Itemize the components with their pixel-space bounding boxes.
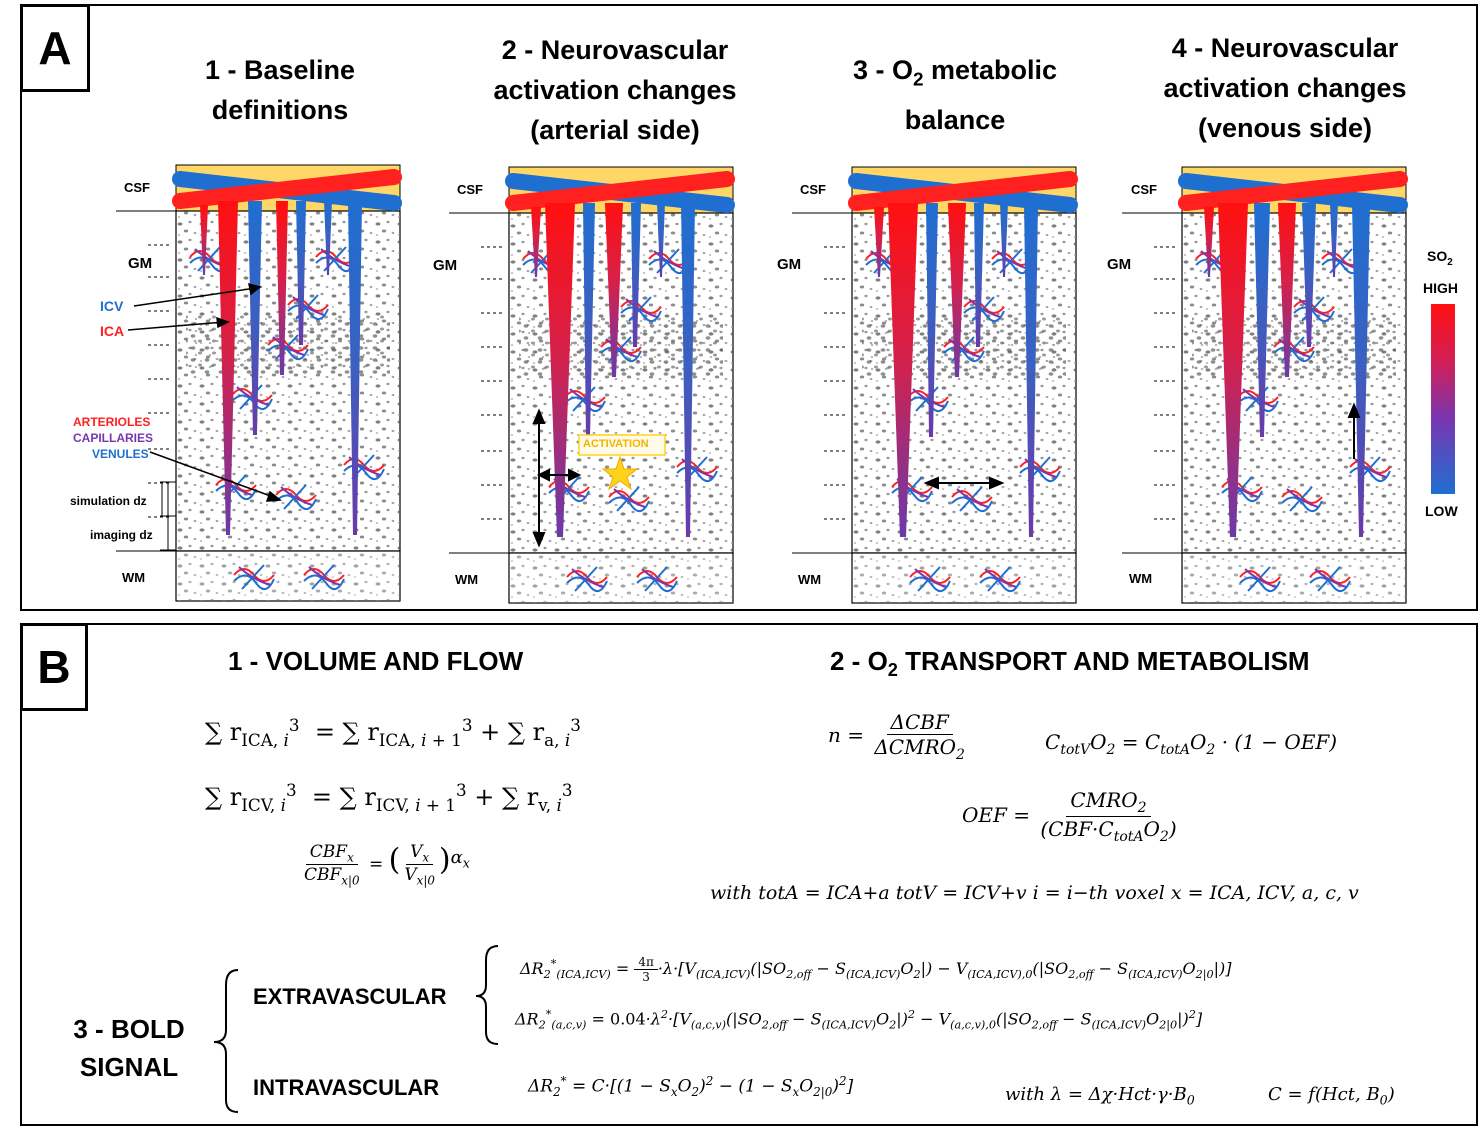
label-wm: WM	[455, 572, 479, 587]
column-arterial	[449, 167, 733, 603]
column-baseline	[116, 165, 400, 601]
header-bold-signal: 3 - BOLD SIGNAL	[73, 1014, 185, 1082]
header-volume-flow: 1 - VOLUME AND FLOW	[228, 646, 524, 676]
colorbar-title: SO2	[1427, 248, 1453, 268]
label-ica: ICA	[100, 323, 125, 339]
label-gm: GM	[128, 255, 153, 272]
eq-ica-volume: ∑ rICA, i3 = ∑ rICA, i + 13 + ∑ ra, i3	[205, 715, 581, 750]
label-arterioles: ARTERIOLES	[73, 415, 151, 429]
label-activation: ACTIVATION	[583, 438, 649, 450]
panel-a	[20, 4, 1478, 611]
colorbar-high: HIGH	[1423, 280, 1458, 296]
label-icv: ICV	[100, 298, 124, 314]
eq-r2-small-vessels: ΔR2*(a,c,v) = 0.04·λ2·[V(a,c,v)(|SO2,off…	[515, 1008, 1203, 1032]
eq-icv-volume: ∑ rICV, i3 = ∑ rICV, i + 13 + ∑ rv, i3	[205, 780, 573, 815]
label-gm: GM	[777, 256, 802, 273]
panel-a-letter: A	[20, 4, 90, 92]
panel-b-letter: B	[20, 623, 88, 711]
colorbar-low: LOW	[1425, 503, 1458, 519]
eq-c-function: C = f(Hct, B0)	[1268, 1084, 1395, 1108]
title-venous: 4 - Neurovascular activation changes (veno…	[1163, 33, 1407, 143]
eq-flow-volume: CBFx CBFx|0 = (Vx Vx|0)αx	[304, 842, 470, 888]
so2-colorbar	[1431, 304, 1455, 494]
label-csf: CSF	[124, 180, 150, 195]
title-baseline: 1 - Baseline definitions	[204, 55, 356, 125]
column-metabolic	[792, 167, 1076, 603]
label-venules: VENULES	[92, 447, 149, 461]
eq-definitions: with totA = ICA+a totV = ICV+v i = i−th …	[710, 882, 1359, 904]
eq-coupling-n: n = ΔCBF ΔCMRO2	[828, 710, 965, 763]
eq-lambda: with λ = Δχ·Hct·γ·B0	[1005, 1084, 1195, 1108]
label-csf: CSF	[457, 182, 483, 197]
annotation-arrows	[127, 282, 282, 551]
label-intravascular: INTRAVASCULAR	[253, 1075, 440, 1100]
header-o2-transport: 2 - O2 TRANSPORT AND METABOLISM	[830, 646, 1310, 681]
label-wm: WM	[122, 570, 146, 585]
panel-b	[20, 623, 1478, 1126]
eq-venous-o2: CtotVO2 = CtotAO2 · (1 − OEF)	[1045, 730, 1338, 758]
label-extravascular: EXTRAVASCULAR	[253, 984, 447, 1009]
column-venous	[1122, 167, 1406, 603]
eq-r2-intravascular: ΔR2* = C·[(1 − SxO2)2 − (1 − SxO2|0)2]	[528, 1074, 854, 1100]
label-simulation-dz: simulation dz	[70, 494, 147, 508]
cortex-diagrams	[0, 0, 1455, 611]
label-capillaries: CAPILLARIES	[73, 431, 154, 445]
eq-oef: OEF = CMRO2 (CBF·CtotAO2)	[962, 788, 1177, 845]
eq-r2-large-vessels: ΔR2*(ICA,ICV) = 4π 3 ·λ·[V(ICA,ICV)(|SO2,o…	[520, 955, 1232, 984]
label-csf: CSF	[1131, 182, 1157, 197]
label-csf: CSF	[800, 182, 826, 197]
title-metabolic: 3 - O2 metabolic balance	[852, 55, 1058, 136]
label-gm: GM	[1107, 256, 1132, 273]
label-wm: WM	[798, 572, 822, 587]
label-imaging-dz: imaging dz	[90, 528, 153, 542]
label-wm: WM	[1129, 571, 1153, 586]
label-gm: GM	[433, 257, 458, 274]
title-arterial: 2 - Neurovascular activation changes (arte…	[493, 35, 737, 145]
